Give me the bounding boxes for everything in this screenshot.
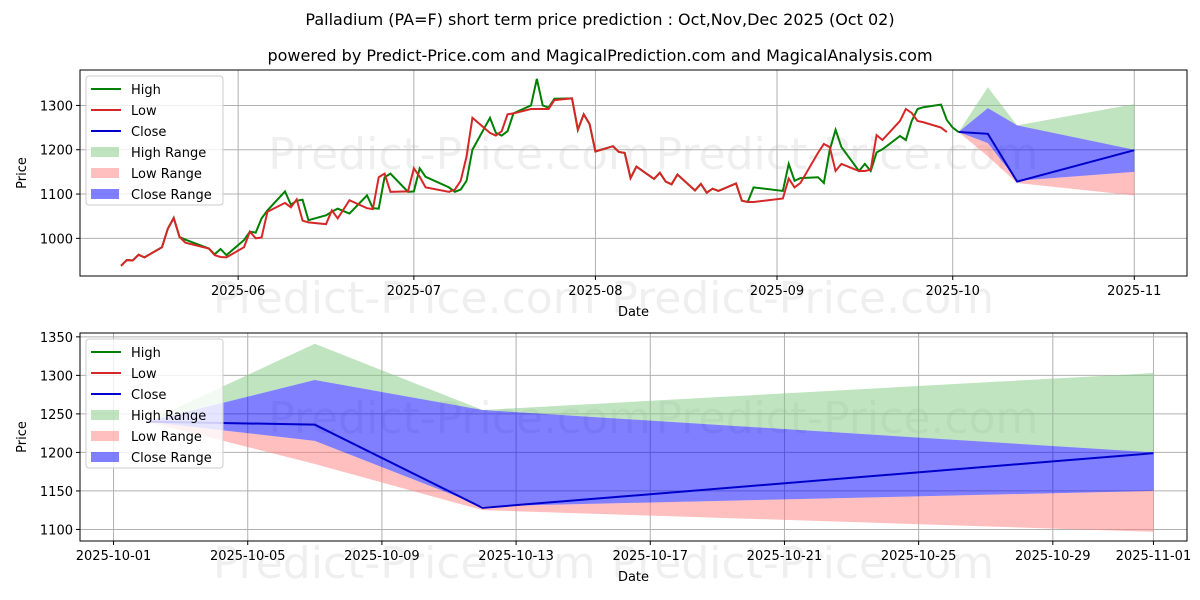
close-range-area	[147, 379, 1154, 507]
legend-box	[85, 338, 224, 469]
legend-swatch-close-range	[91, 452, 119, 462]
close-line	[147, 420, 1154, 509]
legend-label-high-range: High Range	[131, 409, 206, 424]
high-range-area	[147, 343, 1154, 453]
watermark-text: Predict-Price.com	[268, 129, 651, 180]
legend-label-low-range: Low Range	[131, 430, 202, 445]
legend-label-low: Low	[131, 367, 157, 382]
close-line	[958, 131, 1135, 183]
x-tick-label: 2025-08	[568, 284, 622, 299]
y-tick-label: 1250	[40, 408, 73, 423]
watermark-text: Predict-Price.com	[611, 538, 994, 589]
legend-swatch-close-range	[91, 189, 119, 199]
legend-label-low: Low	[131, 104, 157, 119]
low-range-area	[958, 132, 1135, 196]
x-tick-label: 2025-10-05	[210, 549, 286, 564]
legend: High Low Close High Range Low Range Close Ran…	[85, 338, 224, 469]
x-tick-label: 2025-10-29	[1015, 549, 1091, 564]
legend-label-high: High	[131, 83, 161, 98]
x-tick-label: 2025-10-09	[344, 549, 420, 564]
x-tick-label: 2025-10-17	[612, 549, 688, 564]
legend-swatch-high-range	[91, 147, 119, 157]
x-tick-label: 2025-09	[750, 284, 804, 299]
y-tick-label: 1200	[40, 446, 73, 461]
legend-label-close-range: Close Range	[131, 451, 212, 466]
x-tick-label: 2025-10-01	[76, 549, 152, 564]
x-tick-label: 2025-10	[926, 284, 980, 299]
legend-label-low-range: Low Range	[131, 167, 202, 182]
watermark-text: Predict-Price.com	[213, 273, 596, 324]
chart-panel-2: Predict-Price.comPredict-Price.comPredic…	[15, 331, 1191, 589]
legend-label-close: Close	[131, 125, 166, 140]
plot-frame	[79, 332, 1188, 542]
y-axis-label: Price	[15, 421, 30, 453]
chart-subtitle: powered by Predict-Price.com and Magical…	[267, 46, 933, 65]
y-tick-label: 1300	[40, 369, 73, 384]
x-axis-label: Date	[618, 570, 649, 585]
low-line	[120, 97, 948, 267]
legend-label-high: High	[131, 346, 161, 361]
watermark-text: Predict-Price.com	[611, 273, 994, 324]
high-line	[120, 78, 960, 267]
x-tick-label: 2025-10-21	[747, 549, 823, 564]
x-axis-label: Date	[618, 305, 649, 320]
legend-label-high-range: High Range	[131, 146, 206, 161]
x-tick-label: 2025-11	[1107, 284, 1161, 299]
y-tick-label: 1350	[40, 331, 73, 346]
y-tick-label: 1100	[40, 523, 73, 538]
plot-frame	[79, 69, 1188, 277]
y-axis-label: Price	[15, 157, 30, 189]
chart-panel-1: Predict-Price.com Predict-Price.com Predic…	[15, 69, 1188, 324]
x-tick-label: 2025-11-01	[1116, 549, 1192, 564]
chart-title: Palladium (PA=F) short term price predic…	[305, 10, 895, 29]
legend: High Low Close High Range Low Range Close Ran…	[85, 75, 224, 206]
x-tick-label: 2025-10-25	[881, 549, 957, 564]
watermark-text: Predict-Price.com	[213, 538, 596, 589]
x-tick-label: 2025-06	[211, 284, 265, 299]
legend-label-close: Close	[131, 388, 166, 403]
legend-swatch-low-range	[91, 168, 119, 178]
x-tick-label: 2025-07	[387, 284, 441, 299]
y-tick-label: 1200	[40, 144, 73, 159]
y-tick-label: 1100	[40, 188, 73, 203]
legend-label-close-range: Close Range	[131, 188, 212, 203]
y-tick-label: 1150	[40, 485, 73, 500]
low-range-area	[147, 421, 1154, 532]
legend-swatch-high-range	[91, 410, 119, 420]
legend-swatch-low-range	[91, 431, 119, 441]
legend-box	[85, 75, 224, 206]
high-range-area	[958, 87, 1135, 150]
y-tick-label: 1300	[40, 99, 73, 114]
x-tick-label: 2025-10-13	[478, 549, 554, 564]
y-tick-label: 1000	[40, 232, 73, 247]
